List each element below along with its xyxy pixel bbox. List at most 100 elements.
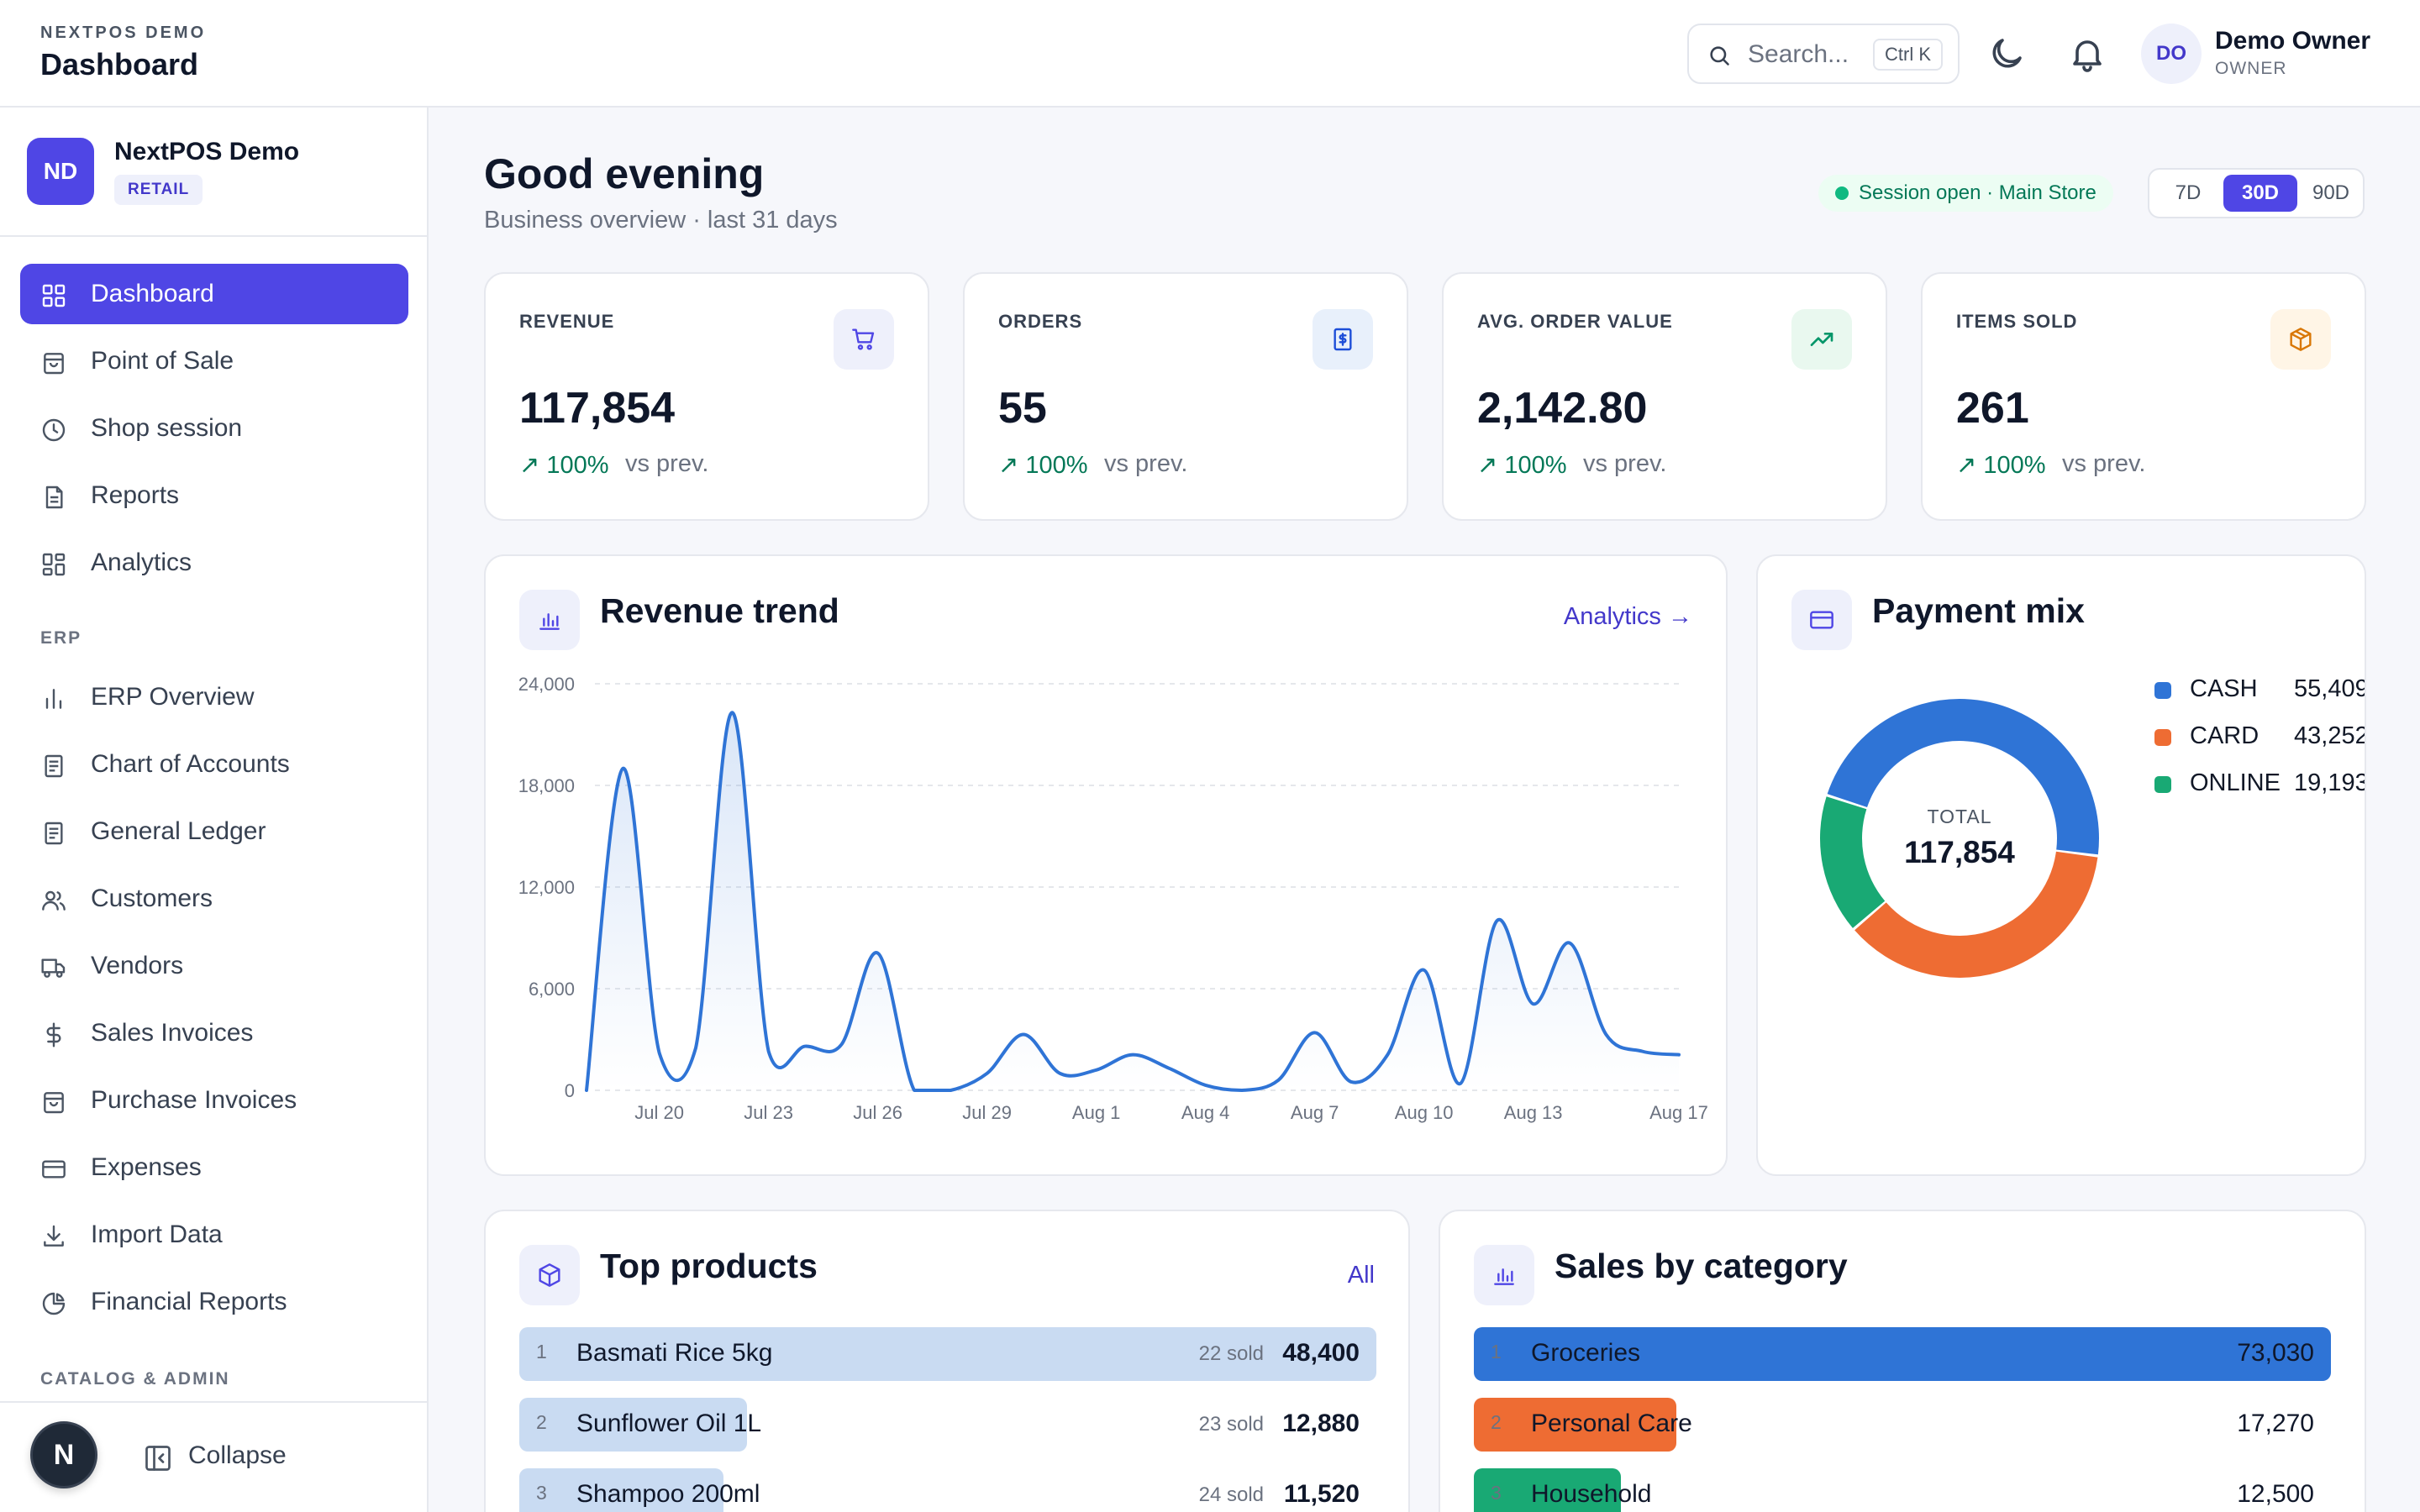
bar-chart-icon: [1494, 1268, 1514, 1285]
category-value: 12,500: [2237, 1480, 2314, 1508]
product-row[interactable]: 1 Basmati Rice 5kg 22 sold 48,400: [519, 1327, 1376, 1381]
product-bar: [519, 1398, 747, 1452]
x-tick-label: Jul 29: [962, 1102, 1012, 1123]
product-sold: 23 sold: [1198, 1413, 1264, 1436]
sidebar-item-expenses[interactable]: Expenses: [20, 1137, 408, 1198]
analytics-link[interactable]: Analytics →: [1563, 603, 1692, 630]
range-7d-button[interactable]: 7D: [2175, 181, 2202, 204]
revenue-trend-card: Revenue trend Analytics → 0 6,000 12,000 18…: [484, 554, 1728, 1176]
grid-icon: [42, 284, 66, 307]
top-products-title: Top products: [600, 1247, 818, 1285]
sidebar-item-erp-overview[interactable]: ERP Overview: [20, 667, 408, 727]
brand-name: NEXTPOS DEMO: [40, 24, 207, 42]
sidebar-item-label: Customers: [91, 885, 213, 912]
sidebar-item-financial-reports[interactable]: Financial Reports: [20, 1272, 408, 1332]
sales-by-category-title: Sales by category: [1555, 1247, 1848, 1285]
kpi-card-revenue: REVENUE 117,854 ↗ 100% vs prev.: [484, 272, 929, 521]
kpi-icon-box: [834, 309, 894, 370]
app-logo-button[interactable]: N: [30, 1421, 97, 1488]
top-header: NEXTPOS DEMO Dashboard Search... Ctrl K …: [0, 0, 2420, 108]
greeting-heading: Good evening: [484, 150, 765, 197]
chart-icon-box: [519, 590, 580, 650]
arrow-up-right-icon: ↗: [1477, 452, 1505, 479]
sidebar-item-customers[interactable]: Customers: [20, 869, 408, 929]
category-row[interactable]: 3 Household 12,500: [1474, 1468, 2331, 1512]
sidebar-item-label: Financial Reports: [91, 1288, 287, 1315]
org-name: NextPOS Demo: [114, 138, 300, 165]
category-bar: [1474, 1468, 1621, 1512]
sidebar-item-point-of-sale[interactable]: Point of Sale: [20, 331, 408, 391]
sidebar-item-vendors[interactable]: Vendors: [20, 936, 408, 996]
book-icon: [45, 754, 63, 778]
product-rank: 3: [536, 1482, 547, 1504]
moon-icon[interactable]: [1986, 34, 2027, 74]
donut-total-value: 117,854: [1904, 835, 2015, 869]
cart-icon: [852, 328, 875, 350]
sidebar-item-import-data[interactable]: Import Data: [20, 1205, 408, 1265]
users-icon: [42, 890, 66, 911]
kpi-icon-box: [1791, 309, 1852, 370]
all-products-link[interactable]: All: [1347, 1262, 1375, 1289]
collapse-button[interactable]: Collapse: [188, 1441, 287, 1469]
kpi-comparison: vs prev.: [625, 450, 709, 477]
bar-chart-icon: [45, 689, 62, 709]
sidebar-item-shop-session[interactable]: Shop session: [20, 398, 408, 459]
category-rank: 1: [1491, 1341, 1502, 1362]
product-row[interactable]: 2 Sunflower Oil 1L 23 sold 12,880: [519, 1398, 1376, 1452]
page-title: Dashboard: [40, 47, 199, 81]
bell-icon[interactable]: [2067, 34, 2107, 74]
sidebar-item-label: Point of Sale: [91, 347, 234, 375]
range-30d-button[interactable]: 30D: [2223, 175, 2297, 212]
trending-up-icon: [1810, 333, 1833, 346]
x-tick-label: Aug 13: [1504, 1102, 1563, 1123]
org-avatar[interactable]: ND: [27, 138, 94, 205]
category-row[interactable]: 1 Groceries 73,030: [1474, 1327, 2331, 1381]
kpi-card-orders: ORDERS 55 ↗ 100% vs prev.: [963, 272, 1408, 521]
clock-icon: [42, 418, 66, 442]
sidebar-item-label: ERP Overview: [91, 683, 255, 711]
product-row[interactable]: 3 Shampoo 200ml 24 sold 11,520: [519, 1468, 1376, 1512]
payment-mix-donut: TOTAL 117,854: [1820, 699, 2099, 978]
sidebar-item-purchase-invoices[interactable]: Purchase Invoices: [20, 1070, 408, 1131]
kpi-comparison: vs prev.: [2062, 450, 2146, 477]
donut-slice-card[interactable]: [1854, 851, 2098, 978]
sidebar-item-label: Expenses: [91, 1153, 202, 1181]
products-icon-box: [519, 1245, 580, 1305]
session-status-badge: Session open · Main Store: [1818, 175, 2113, 212]
x-tick-label: Aug 7: [1291, 1102, 1339, 1123]
overview-subtitle: Business overview · last 31 days: [484, 207, 838, 234]
kpi-change: ↗ 100%: [998, 452, 1088, 479]
trend-area: [587, 712, 1679, 1090]
search-input[interactable]: Search... Ctrl K: [1687, 24, 1960, 84]
donut-slice-cash[interactable]: [1827, 699, 2099, 855]
product-value: 12,880: [1282, 1410, 1360, 1437]
category-value: 73,030: [2237, 1339, 2314, 1367]
sidebar-divider: [0, 235, 427, 237]
legend-swatch: [2154, 729, 2171, 746]
sidebar-item-analytics[interactable]: Analytics: [20, 533, 408, 593]
dollar-icon: [46, 1022, 61, 1047]
user-avatar[interactable]: DO: [2141, 24, 2202, 84]
search-shortcut: Ctrl K: [1873, 39, 1943, 71]
range-90d-button[interactable]: 90D: [2312, 181, 2350, 204]
product-sold: 24 sold: [1198, 1483, 1264, 1506]
sidebar-item-label: General Ledger: [91, 817, 266, 845]
donut-slice-online[interactable]: [1820, 796, 1886, 928]
collapse-icon[interactable]: [143, 1443, 173, 1473]
credit-card-icon: [42, 1160, 66, 1179]
trend-line: [585, 711, 1681, 1092]
sidebar-item-reports[interactable]: Reports: [20, 465, 408, 526]
sidebar-item-chart-of-accounts[interactable]: Chart of Accounts: [20, 734, 408, 795]
sidebar-item-sales-invoices[interactable]: Sales Invoices: [20, 1003, 408, 1063]
sidebar-item-general-ledger[interactable]: General Ledger: [20, 801, 408, 862]
legend-swatch: [2154, 682, 2171, 699]
sidebar-item-dashboard[interactable]: Dashboard: [20, 264, 408, 324]
product-name: Basmati Rice 5kg: [576, 1339, 773, 1367]
kpi-change: ↗ 100%: [1477, 452, 1567, 479]
legend-label: ONLINE: [2190, 769, 2281, 796]
y-tick-label: 0: [565, 1080, 575, 1101]
category-row[interactable]: 2 Personal Care 17,270: [1474, 1398, 2331, 1452]
product-value: 48,400: [1282, 1339, 1360, 1367]
x-tick-label: Aug 4: [1181, 1102, 1230, 1123]
box-icon: [2290, 328, 2312, 351]
